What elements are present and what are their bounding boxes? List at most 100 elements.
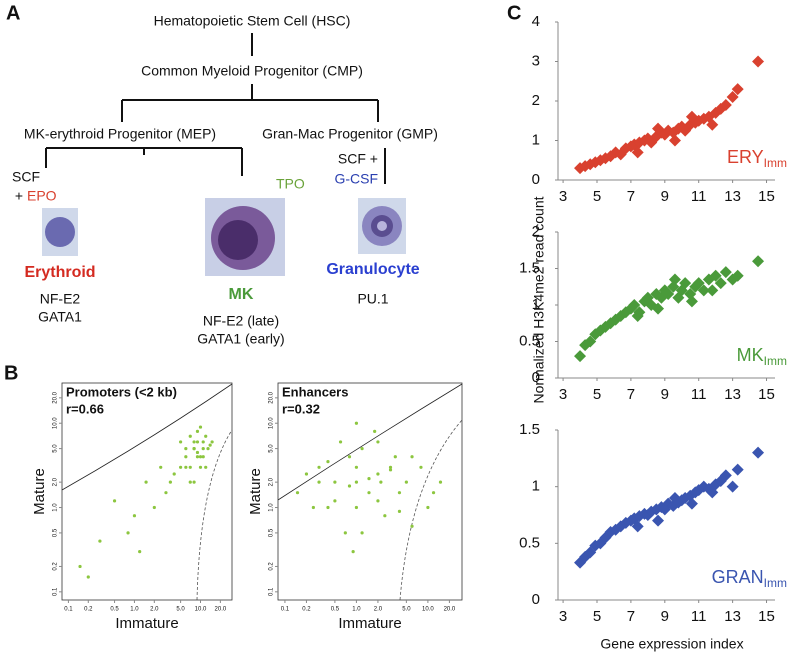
plot-frame	[61, 382, 233, 601]
point	[697, 284, 710, 297]
point	[112, 499, 117, 503]
point	[679, 277, 692, 290]
point	[685, 497, 698, 510]
factor: EPO	[27, 188, 57, 204]
y-tick-label: 2	[532, 223, 540, 240]
point	[726, 91, 739, 104]
fit-curve	[277, 383, 463, 501]
point	[198, 455, 203, 459]
point	[354, 421, 359, 425]
fit-curves	[61, 383, 463, 601]
point	[338, 440, 343, 444]
point	[168, 480, 172, 484]
point	[379, 480, 383, 484]
annotation: Promoters (<2 kb)	[66, 384, 177, 399]
y-tick-label: 1	[532, 478, 540, 495]
point	[354, 480, 359, 484]
point	[78, 564, 82, 569]
x-tick-label: 3	[559, 188, 567, 205]
point	[304, 472, 309, 476]
x-tick-label: 20.0	[444, 607, 456, 613]
point	[195, 450, 200, 455]
cell	[218, 220, 258, 260]
point	[204, 465, 208, 469]
point	[419, 465, 423, 469]
y-tick-label: 0	[532, 171, 540, 188]
point	[195, 429, 200, 433]
point	[317, 465, 321, 469]
point	[360, 447, 364, 451]
x-tick-label: 5.0	[402, 607, 411, 613]
y-tick-label: 0.1	[53, 587, 59, 596]
factor: +	[15, 188, 23, 204]
series-sub: Imm	[764, 354, 787, 368]
x-tick-label: 0.5	[110, 607, 119, 613]
panel-label: B	[4, 362, 18, 384]
point	[326, 460, 330, 464]
cell	[377, 221, 387, 231]
series-label: GRANImm	[712, 567, 787, 590]
point	[354, 465, 359, 469]
point	[388, 468, 393, 472]
cell-name: Granulocyte	[326, 261, 419, 278]
x-tick-label: 13	[724, 188, 741, 205]
y-tick-label: 2	[532, 92, 540, 109]
point	[692, 277, 705, 290]
point	[431, 491, 436, 495]
y-tick-label: 1	[532, 296, 540, 313]
point	[184, 455, 188, 459]
y-axis-label: Normalized H3K4me2 read count	[531, 196, 547, 403]
x-tick-label: 1.0	[352, 607, 361, 613]
cell-name: Erythroid	[24, 264, 95, 281]
y-tick-label: 0.5	[519, 534, 540, 551]
series-name: GRAN	[712, 567, 764, 587]
point	[714, 277, 727, 290]
tf: GATA1 (early)	[197, 331, 284, 347]
x-tick-label: 0.5	[331, 607, 340, 613]
point	[668, 273, 681, 286]
point	[706, 486, 719, 499]
y-tick-label: 1	[532, 131, 540, 148]
node: Common Myeloid Progenitor (CMP)	[141, 63, 363, 79]
x-axis-label: Immature	[115, 615, 178, 632]
point	[706, 118, 719, 131]
x-tick-label: 0.1	[64, 607, 73, 613]
point	[731, 269, 744, 282]
x-tick-label: 20.0	[215, 607, 227, 613]
point	[159, 465, 163, 469]
point	[184, 465, 188, 469]
x-tick-label: 2.0	[150, 607, 159, 613]
node: Hematopoietic Stem Cell (HSC)	[154, 13, 351, 29]
x-tick-label: 11	[691, 386, 707, 403]
y-tick-label: 1.0	[53, 503, 59, 512]
point	[172, 472, 176, 476]
y-tick-label: 1.5	[519, 421, 540, 438]
point	[201, 440, 205, 444]
point	[210, 440, 214, 444]
fit-curve	[61, 383, 233, 491]
y-tick-label: 20.0	[53, 391, 59, 403]
y-tick-label: 0	[532, 369, 540, 386]
point	[631, 309, 644, 322]
x-tick-label: 9	[661, 386, 669, 403]
point	[347, 455, 352, 459]
point	[333, 499, 337, 503]
x-tick-label: 0.2	[84, 607, 93, 613]
point	[731, 463, 744, 476]
point	[351, 550, 355, 554]
x-tick-label: 15	[758, 188, 775, 205]
series-sub: Imm	[764, 576, 787, 590]
point	[668, 134, 681, 147]
y-tick-label: 0.2	[269, 562, 275, 571]
point	[311, 505, 315, 510]
point	[410, 455, 414, 459]
tf: NF-E2	[40, 291, 81, 307]
lineage-tree	[45, 33, 386, 184]
point	[198, 465, 203, 469]
x-tick-label: 13	[724, 386, 741, 403]
x-tick-label: 7	[627, 608, 635, 625]
point	[86, 575, 90, 579]
x-tick-label: 5	[593, 188, 601, 205]
point	[198, 425, 203, 429]
